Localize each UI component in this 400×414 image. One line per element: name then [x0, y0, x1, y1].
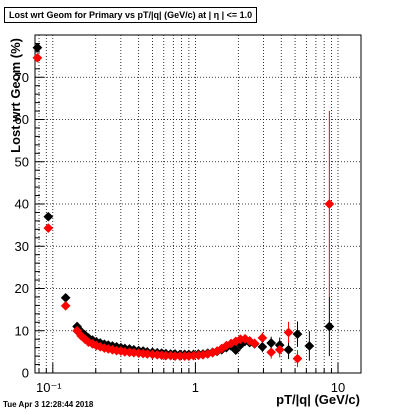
- data-point-red: [43, 223, 54, 234]
- data-point-black: [230, 345, 241, 356]
- data-point-red: [283, 327, 294, 338]
- y-tick-label: 10: [15, 323, 29, 338]
- data-point-red: [249, 338, 260, 349]
- data-point-black: [32, 42, 43, 53]
- data-point-red: [240, 333, 251, 344]
- data-point-red: [257, 332, 268, 343]
- y-tick-label: 60: [15, 112, 29, 127]
- y-tick-label: 0: [22, 366, 29, 381]
- y-tick-label: 70: [15, 70, 29, 85]
- x-tick-label: 10⁻¹: [36, 380, 62, 395]
- y-tick-labels: 0 10 20 30 40 50 60 70: [15, 70, 29, 381]
- y-tick-label: 40: [15, 197, 29, 212]
- chart-title: Lost wrt Geom for Primary vs pT/|q| (GeV…: [4, 7, 258, 23]
- x-tick-label: 10: [331, 380, 345, 395]
- data-point-red: [266, 347, 277, 358]
- data-point-black: [257, 341, 268, 352]
- data-point-black: [292, 329, 303, 340]
- data-point-red: [32, 52, 43, 63]
- y-tick-label: 30: [15, 239, 29, 254]
- data-markers: [32, 42, 335, 364]
- x-tick-label: 1: [192, 380, 199, 395]
- y-tick-label: 50: [15, 154, 29, 169]
- data-point-black: [324, 321, 335, 332]
- data-point-black: [304, 341, 315, 351]
- timestamp: Tue Apr 3 12:28:44 2018: [3, 400, 94, 409]
- data-point-red: [60, 300, 71, 311]
- data-point-black: [283, 344, 294, 355]
- data-point-red: [79, 334, 90, 345]
- x-axis-ticks: [38, 363, 339, 373]
- x-tick-labels: 10⁻¹ 1 10: [36, 380, 345, 395]
- y-tick-label: 20: [15, 281, 29, 296]
- data-point-red: [324, 199, 335, 209]
- data-point-black: [43, 211, 54, 222]
- x-axis-title: pT/|q| (GeV/c): [276, 392, 360, 407]
- y-axis-title: Lost wrt Geom (%): [8, 38, 23, 153]
- data-point-red: [292, 353, 303, 364]
- y-axis-ticks: [35, 34, 44, 374]
- data-point-red: [274, 344, 285, 355]
